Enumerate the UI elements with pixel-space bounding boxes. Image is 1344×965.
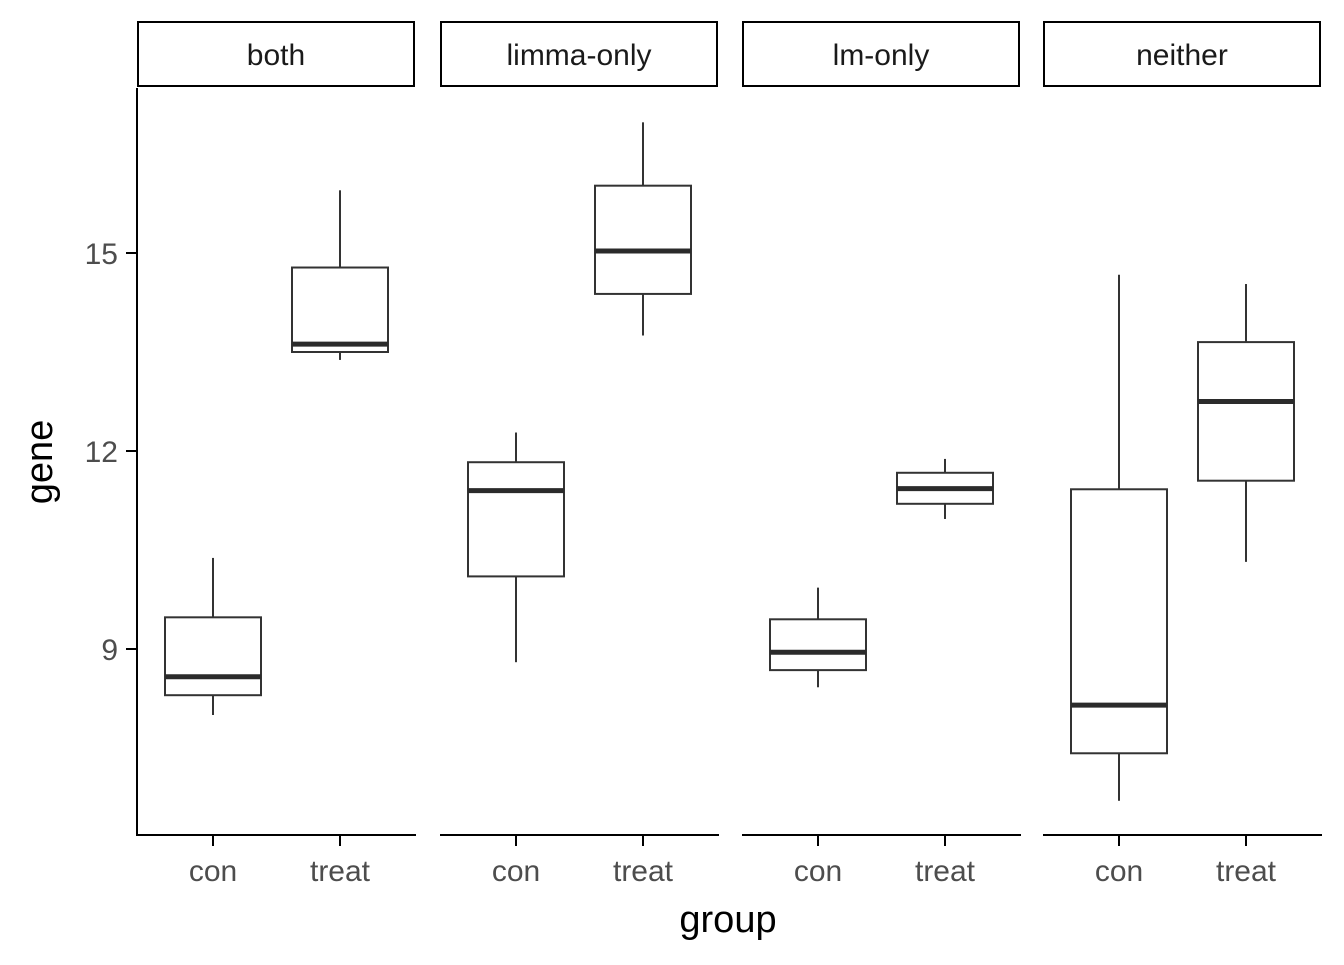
box-con [164,557,262,715]
box-con [467,432,565,663]
y-tick-label: 15 [85,238,118,271]
x-tick-label: treat [613,855,674,888]
facet-strip [742,21,1020,87]
x-tick-label: treat [915,855,976,888]
facet-panel: lm-only con treat [742,21,1021,888]
box-body [769,618,867,672]
box-body [164,616,262,697]
x-axis-title: group [679,899,776,941]
y-tick-label: 12 [85,436,118,469]
x-tick-label: con [794,855,842,888]
x-tick-label: treat [1216,855,1277,888]
facet-strip-label: limma-only [506,39,651,72]
facet-panel: neither con treat [1043,21,1322,888]
facet-panels: both con treat limma-only con treat lm-only con… [137,21,1322,888]
box-treat [896,458,994,519]
facet-strip [1043,21,1321,87]
facet-strip-label: neither [1136,39,1228,72]
facet-strip-label: lm-only [833,39,930,72]
y-tick-label: 9 [101,634,118,667]
box-body [1197,341,1295,482]
box-body [1070,488,1168,755]
box-body [594,184,692,295]
facet-strip [137,21,415,87]
y-axis-title: gene [19,420,61,505]
box-body [467,461,565,578]
facet-panel: both con treat [137,21,416,888]
x-tick-label: treat [310,855,371,888]
box-con [1070,274,1168,801]
facet-strip-label: both [247,39,305,72]
facet-panel: limma-only con treat [440,21,719,888]
x-tick-label: con [189,855,237,888]
box-con [769,587,867,688]
facet-strip [440,21,718,87]
box-body [291,266,389,353]
x-tick-label: con [492,855,540,888]
box-treat [1197,284,1295,562]
box-treat [594,122,692,336]
x-tick-label: con [1095,855,1143,888]
y-axis: 9 12 15 [85,88,138,836]
box-treat [291,190,389,360]
